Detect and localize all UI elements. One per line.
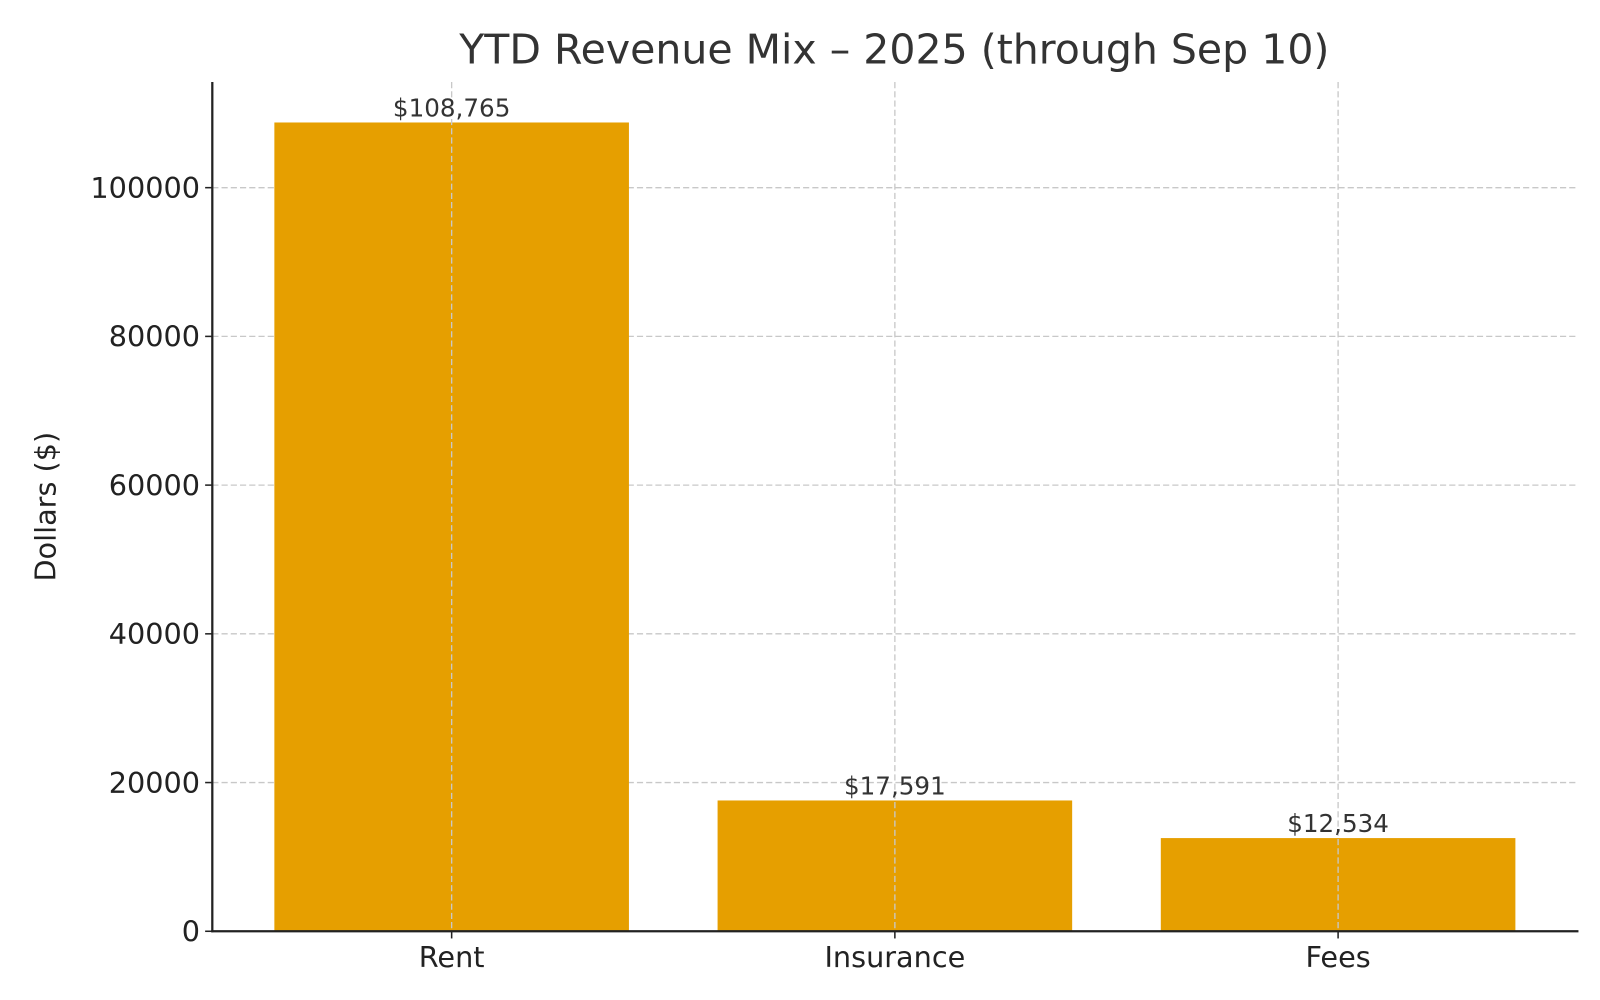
data-label: $108,765 (393, 93, 510, 122)
x-tick-label: Insurance (824, 940, 965, 974)
y-tick-label: 40000 (109, 617, 200, 651)
data-label: $12,534 (1287, 809, 1389, 838)
y-tick-label: 20000 (109, 766, 200, 800)
x-tick-label: Fees (1305, 940, 1370, 974)
y-axis-label: Dollars ($) (28, 432, 62, 582)
y-tick-label: 80000 (109, 320, 200, 354)
bar-insurance (717, 800, 1073, 932)
y-tick-label: 0 (182, 915, 200, 949)
y-tick-label: 60000 (109, 468, 200, 502)
chart-title: YTD Revenue Mix – 2025 (through Sep 10) (458, 26, 1329, 74)
y-tick-label: 100000 (90, 171, 200, 205)
data-label: $17,591 (844, 771, 946, 800)
x-tick-label: Rent (419, 940, 485, 974)
